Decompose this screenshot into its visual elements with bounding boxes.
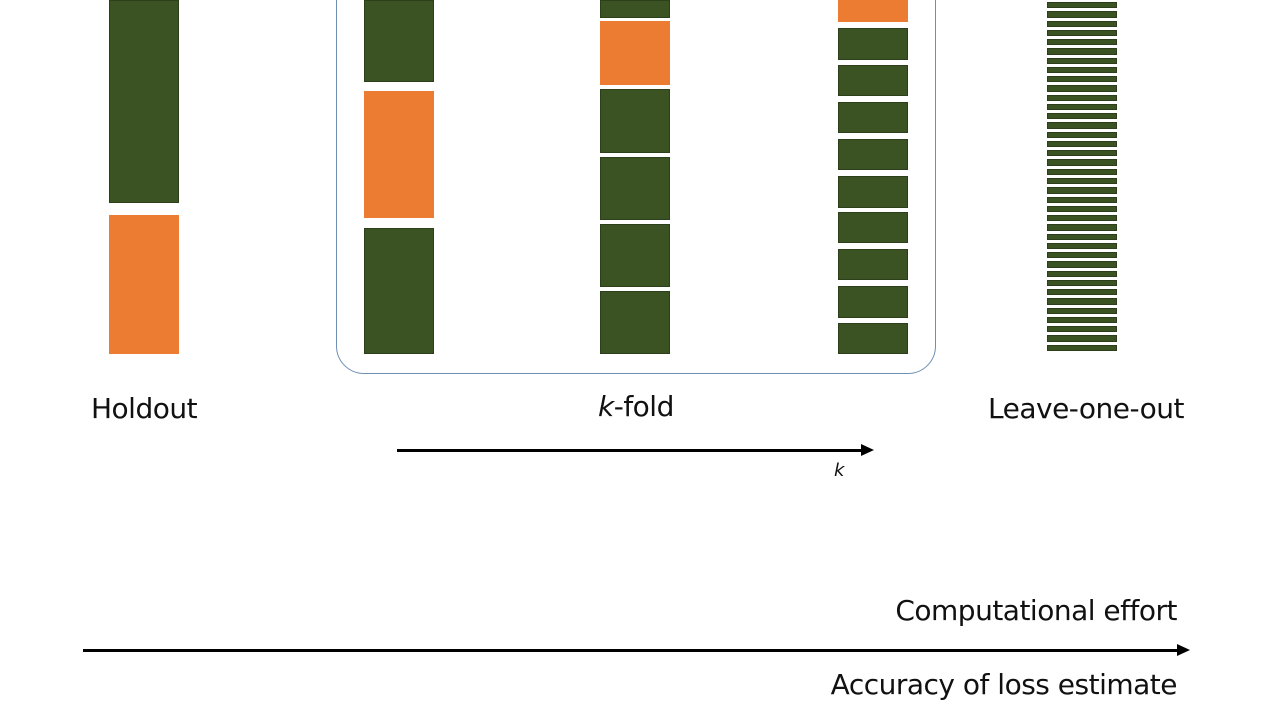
training-fold-block [1047,150,1117,156]
training-fold-block [1047,298,1117,305]
leave-one-out-label: Leave-one-out [988,392,1185,425]
kfold-column-medium-k [600,0,670,354]
training-fold-block [1047,206,1117,212]
training-fold-block [1047,215,1117,221]
training-fold-block [838,139,908,170]
training-fold-block [1047,132,1117,138]
training-fold-block [600,157,670,220]
tradeoff-axis-arrow [83,644,1190,656]
training-fold-block [1047,58,1117,64]
test-fold-block [600,21,670,85]
training-fold-block [109,0,179,203]
training-fold-block [1047,21,1117,27]
training-fold-block [1047,85,1117,92]
test-fold-block [838,0,908,22]
training-fold-block [1047,122,1117,129]
training-fold-block [838,212,908,243]
training-fold-block [1047,30,1117,36]
training-fold-block [838,28,908,60]
k-axis-label: k [834,460,845,481]
training-fold-block [838,65,908,96]
training-fold-block [838,102,908,133]
training-fold-block [1047,197,1117,203]
training-fold-block [1047,335,1117,342]
training-fold-block [1047,159,1117,166]
training-fold-block [1047,317,1117,323]
training-fold-block [1047,252,1117,258]
training-fold-block [1047,67,1117,73]
training-fold-block [1047,224,1117,231]
training-fold-block [600,0,670,18]
test-fold-block [364,91,434,218]
kfold-column-large-k [838,0,908,354]
training-fold-block [838,323,908,354]
kfold-label-rest: -fold [613,390,675,423]
training-fold-block [1047,141,1117,147]
k-axis-arrow [397,444,874,456]
kfold-column-small-k [364,0,434,354]
training-fold-block [1047,76,1117,82]
accuracy-label: Accuracy of loss estimate [830,668,1178,701]
leave-one-out-column [1047,0,1117,354]
kfold-label: k-fold [598,390,674,423]
training-fold-block [1047,234,1117,240]
training-fold-block [838,249,908,280]
training-fold-block [364,0,434,82]
kfold-group-box [336,0,936,374]
training-fold-block [1047,169,1117,175]
training-fold-block [1047,345,1117,351]
training-fold-block [1047,39,1117,45]
training-fold-block [1047,280,1117,286]
training-fold-block [1047,326,1117,332]
training-fold-block [1047,187,1117,194]
training-fold-block [600,224,670,287]
training-fold-block [1047,113,1117,119]
training-fold-block [1047,308,1117,314]
training-fold-block [1047,104,1117,110]
training-fold-block [600,89,670,153]
training-fold-block [1047,2,1117,8]
training-fold-block [1047,243,1117,249]
computational-effort-label: Computational effort [895,594,1177,627]
training-fold-block [1047,48,1117,55]
test-fold-block [109,215,179,354]
kfold-label-k: k [598,390,614,423]
training-fold-block [838,176,908,208]
holdout-column [109,0,179,354]
training-fold-block [1047,261,1117,268]
training-fold-block [600,291,670,354]
training-fold-block [1047,289,1117,295]
holdout-label: Holdout [91,392,198,425]
training-fold-block [1047,271,1117,277]
training-fold-block [364,228,434,354]
training-fold-block [1047,95,1117,101]
training-fold-block [1047,11,1117,18]
training-fold-block [1047,178,1117,184]
training-fold-block [838,286,908,318]
